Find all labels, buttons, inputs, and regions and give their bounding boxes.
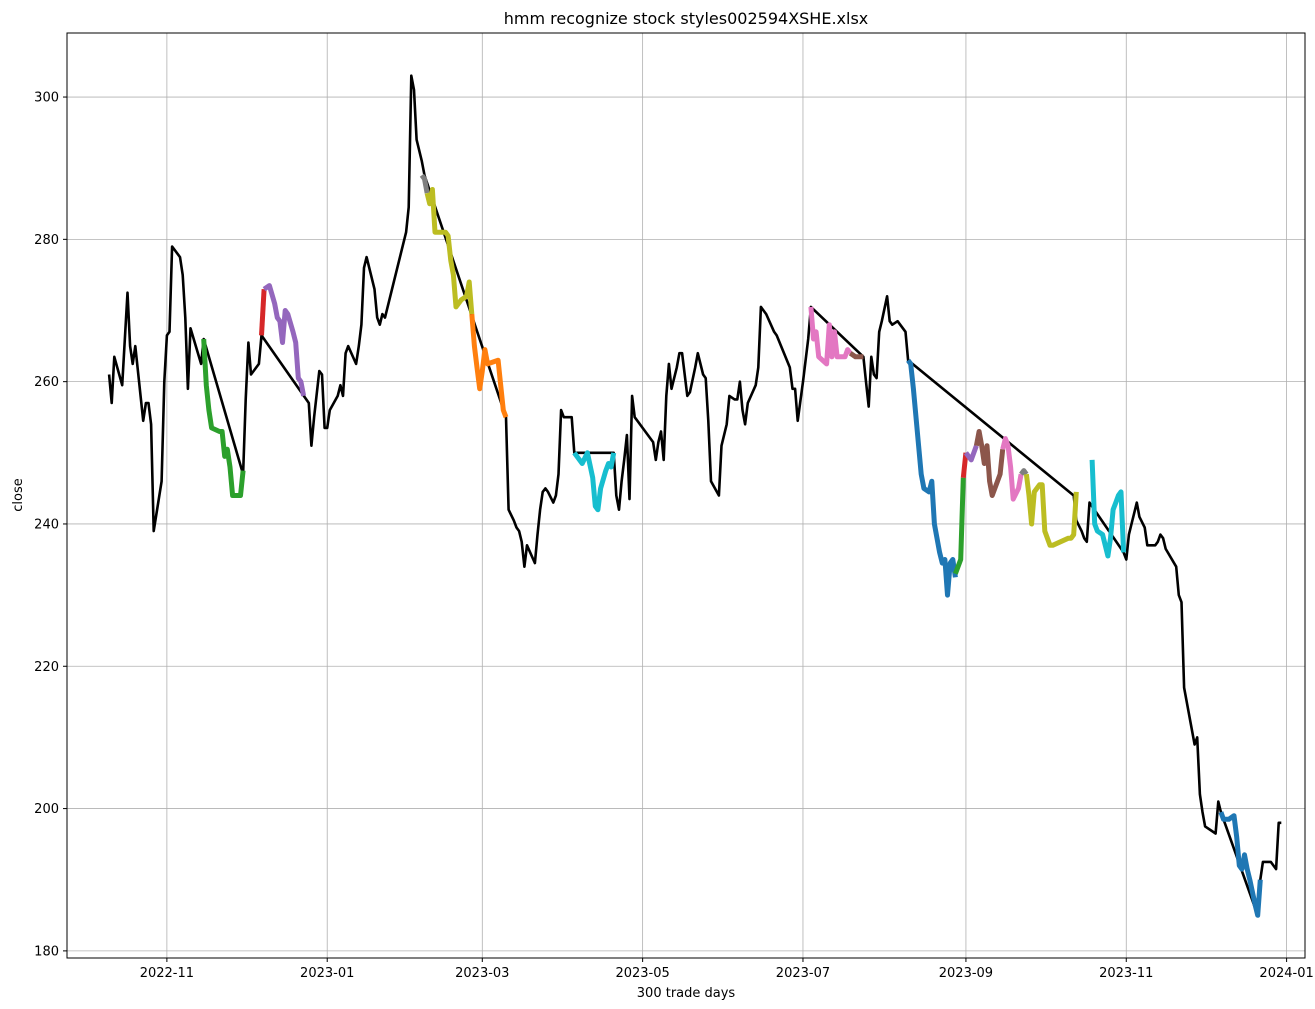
grid [67,33,1305,958]
y-axis-label: close [11,478,26,511]
y-tick-label: 280 [34,233,59,248]
hmm-state-segment [201,338,246,498]
y-tick-label: 180 [34,944,59,959]
x-tick-label: 2023-07 [776,966,830,981]
x-tick-label: 2023-05 [615,966,669,981]
y-tick-label: 300 [34,91,59,106]
hmm-state-segment [1019,468,1029,476]
x-tick-label: 2023-09 [939,966,993,981]
hmm-state-segment [262,283,307,397]
hmm-state-segment [1218,811,1263,918]
hmm-state-segment [953,477,966,575]
y-tick-label: 220 [34,660,59,675]
series-group [107,74,1282,918]
close-price-line [107,74,1282,917]
hmm-state-segment [960,452,969,478]
hmm-state-segment [259,289,267,336]
hmm-state-segment [1089,459,1127,559]
hmm-state-segment [906,358,958,598]
hmm-state-segment [419,173,430,194]
chart-title: hmm recognize stock styles002594XSHE.xls… [504,9,869,28]
hmm-state-segment [973,429,1006,498]
hmm-state-segment [1023,473,1079,548]
y-tick-label: 200 [34,802,59,817]
hmm-state-segment [963,444,979,463]
y-tick-label: 240 [34,517,59,532]
hmm-state-segment [808,306,853,367]
x-tick-label: 2023-11 [1099,966,1153,981]
x-tick-label: 2023-03 [455,966,509,981]
x-tick-label: 2023-01 [300,966,354,981]
hmm-state-segment [1000,436,1024,502]
x-tick-label: 2022-11 [140,966,194,981]
plot-frame [66,32,1306,959]
x-tick-label: 2024-01 [1259,966,1313,981]
x-axis-label: 300 trade days [637,986,736,1001]
hmm-state-segment [572,450,617,513]
hmm-state-segment [424,187,475,315]
ticks: 180 200 220 240 260 280 300 2022-11 2023-01 2023-… [34,91,1314,981]
hmm-state-segment [469,313,509,419]
y-tick-label: 260 [34,375,59,390]
hmm-state-segment [848,351,864,360]
